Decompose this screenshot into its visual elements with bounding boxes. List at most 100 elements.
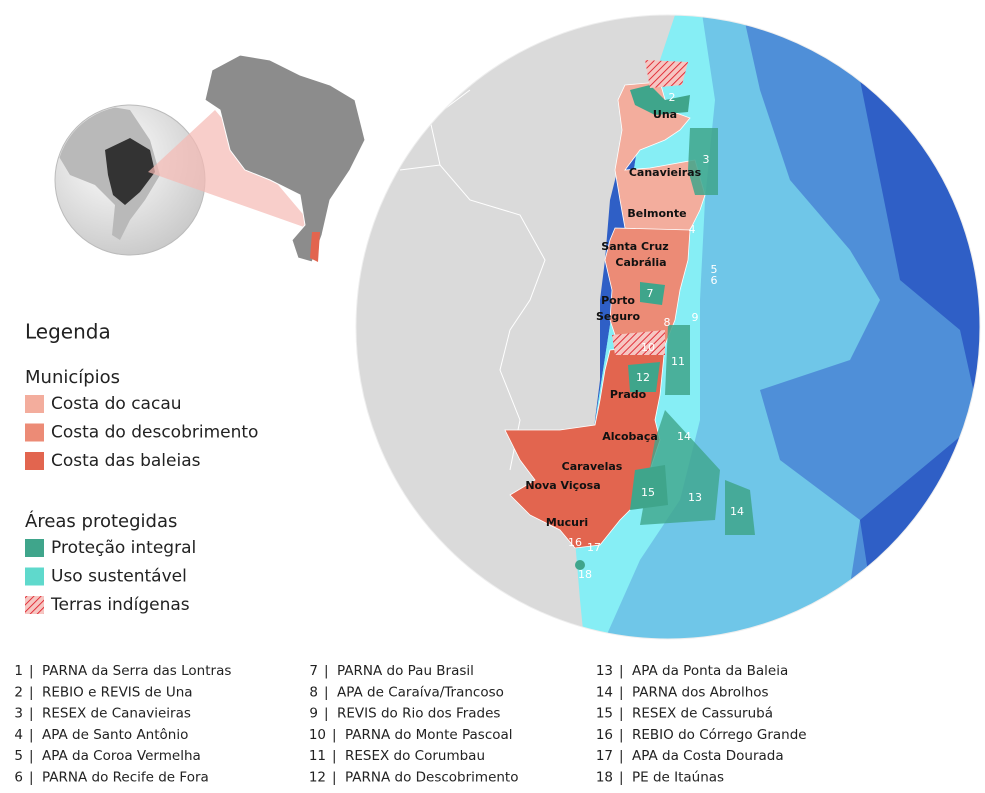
integral-protection-area — [630, 465, 668, 510]
legend-group-title: Áreas protegidas — [25, 510, 177, 532]
area-name: REVIS do Rio dos Frades — [337, 706, 500, 722]
place-label: Alcobaça — [602, 430, 658, 443]
area-number: 15 — [596, 706, 613, 722]
area-number: 8 — [664, 316, 671, 329]
legend-swatch — [25, 567, 44, 586]
integral-protection-area — [575, 560, 585, 570]
area-name: REBIO do Córrego Grande — [632, 727, 807, 743]
separator: | — [332, 770, 337, 786]
area-number: 17 — [596, 748, 613, 764]
area-name: APA da Ponta da Baleia — [632, 663, 788, 679]
area-number: 6 — [711, 274, 718, 287]
legend-label: Costa das baleias — [51, 451, 201, 471]
area-number: 7 — [647, 287, 654, 300]
legend-title: Legenda — [25, 320, 111, 344]
area-name: APA da Coroa Vermelha — [42, 748, 201, 764]
area-name: PARNA dos Abrolhos — [632, 684, 769, 700]
area-name: RESEX do Corumbau — [345, 748, 485, 764]
area-number: 5 — [14, 748, 23, 764]
area-name: PARNA do Recife de Fora — [42, 770, 209, 786]
area-number: 8 — [309, 684, 318, 700]
area-name: APA de Santo Antônio — [42, 727, 188, 743]
legend-label: Uso sustentável — [51, 567, 187, 587]
area-number: 6 — [14, 770, 23, 786]
separator: | — [619, 748, 624, 764]
place-label: Santa Cruz — [601, 240, 668, 253]
legend-label: Proteção integral — [51, 538, 196, 558]
area-number: 16 — [568, 536, 582, 549]
place-label: Belmonte — [627, 207, 686, 220]
separator: | — [324, 663, 329, 679]
place-label: Caravelas — [562, 460, 623, 473]
area-number: 10 — [309, 727, 326, 743]
area-number: 13 — [688, 491, 702, 504]
area-name: PARNA do Pau Brasil — [337, 663, 474, 679]
separator: | — [29, 684, 34, 700]
area-number: 2 — [669, 91, 676, 104]
separator: | — [619, 727, 624, 743]
area-number: 16 — [596, 727, 613, 743]
area-name: PARNA da Serra das Lontras — [42, 663, 231, 679]
area-number: 17 — [587, 541, 601, 554]
area-number: 18 — [596, 770, 613, 786]
area-number: 13 — [596, 663, 613, 679]
separator: | — [29, 663, 34, 679]
separator: | — [29, 727, 34, 743]
separator: | — [29, 770, 34, 786]
area-number: 3 — [14, 706, 23, 722]
area-number: 15 — [641, 486, 655, 499]
locator — [54, 54, 366, 263]
area-number: 10 — [641, 341, 655, 354]
area-number: 1 — [14, 663, 23, 679]
sustainable-use-area — [688, 128, 718, 195]
map-frame — [355, 14, 981, 640]
area-number: 2 — [14, 684, 23, 700]
place-label: Una — [653, 108, 677, 121]
place-label: Seguro — [596, 310, 641, 323]
indigenous-land — [645, 60, 688, 88]
separator: | — [29, 706, 34, 722]
area-number: 4 — [689, 223, 696, 236]
area-name: PE de Itaúnas — [632, 770, 724, 786]
integral-protection-area — [628, 362, 660, 392]
area-number: 14 — [730, 505, 744, 518]
area-name: PARNA do Descobrimento — [345, 770, 519, 786]
separator: | — [324, 684, 329, 700]
area-number: 5 — [711, 263, 718, 276]
area-number: 14 — [596, 684, 613, 700]
inset-region — [204, 54, 366, 263]
integral-protection-area — [630, 85, 690, 115]
area-number: 4 — [14, 727, 23, 743]
place-label: Nova Viçosa — [525, 479, 600, 492]
legend-group-title: Municípios — [25, 367, 120, 388]
place-label: Canavieiras — [629, 166, 702, 179]
legend-label: Terras indígenas — [50, 595, 190, 615]
separator: | — [619, 684, 624, 700]
area-number: 14 — [677, 430, 691, 443]
area-name: RESEX de Canavieiras — [42, 706, 191, 722]
legend-label: Costa do descobrimento — [51, 423, 258, 443]
legend-swatch — [25, 539, 44, 557]
separator: | — [619, 663, 624, 679]
area-name: APA de Caraíva/Trancoso — [337, 684, 504, 700]
area-name: APA da Costa Dourada — [632, 748, 784, 764]
land — [356, 15, 680, 639]
area-number: 3 — [703, 153, 710, 166]
inset-highlight — [310, 232, 320, 262]
connector — [148, 110, 318, 232]
separator: | — [619, 770, 624, 786]
separator: | — [332, 748, 337, 764]
place-label: Prado — [610, 388, 647, 401]
sustainable-use-area — [665, 325, 690, 395]
separator: | — [29, 748, 34, 764]
area-numbers: 2 3 4 56 7 8 9 10 11 12 13 14 15 16 17 18 14 — [568, 91, 744, 581]
area-number: 11 — [671, 355, 685, 368]
area-number: 11 — [309, 748, 326, 764]
place-label: Porto — [601, 294, 635, 307]
indigenous-land — [612, 330, 665, 355]
separator: | — [619, 706, 624, 722]
legend-swatch — [25, 395, 44, 413]
place-label: Mucuri — [546, 516, 588, 529]
place-label: Cabrália — [615, 256, 666, 269]
